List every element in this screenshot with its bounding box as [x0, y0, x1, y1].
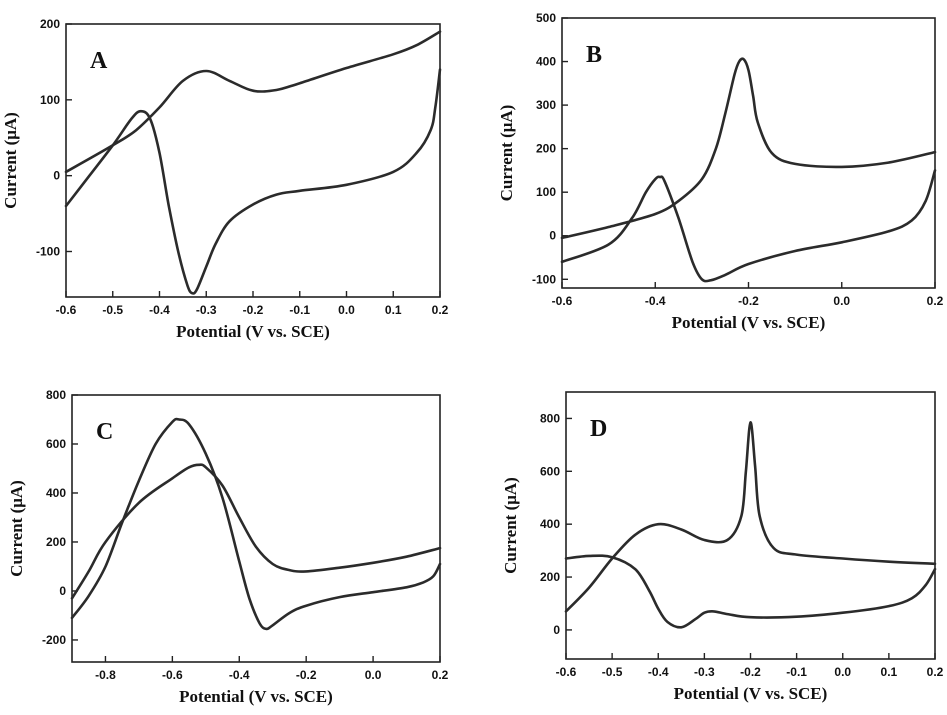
- series-line-1: [70, 417, 442, 631]
- x-tick-label: -0.5: [102, 303, 123, 317]
- y-tick-label: 400: [536, 55, 556, 69]
- x-axis-label: Potential (V vs. SCE): [179, 687, 333, 706]
- y-axis-label: Current (μA): [1, 112, 20, 209]
- x-tick-label: 0.2: [927, 294, 944, 308]
- series-line-2: [560, 57, 937, 240]
- x-tick-label: 0.2: [432, 303, 449, 317]
- plot-frame: [65, 23, 441, 298]
- y-tick-label: 200: [40, 17, 60, 31]
- series-line-2: [64, 30, 442, 174]
- plot-frame: [71, 394, 441, 663]
- y-tick-label: -100: [36, 245, 60, 259]
- y-tick-label: 500: [536, 11, 556, 25]
- y-tick-label: 400: [46, 486, 66, 500]
- x-tick-label: -0.6: [56, 303, 77, 317]
- y-tick-label: 100: [536, 185, 556, 199]
- y-tick-label: 600: [540, 464, 560, 478]
- x-tick-label: -0.2: [296, 668, 317, 682]
- x-tick-label: -0.3: [694, 665, 715, 679]
- panel-label: C: [96, 419, 113, 445]
- series-line-2: [564, 421, 937, 613]
- plot-frame: [565, 391, 936, 660]
- x-tick-label: -0.4: [648, 665, 669, 679]
- panel-a: -0.6 -0.5 -0.4 -0.3 -0.2 -0.1 0.0 0.1 0.2 -100 0 10…: [1, 17, 449, 341]
- y-tick-label: 800: [540, 411, 560, 425]
- y-tick-label: 600: [46, 437, 66, 451]
- panel-d: -0.6 -0.5 -0.4 -0.3 -0.2 -0.1 0.0 0.1 0.2 0 200 400…: [501, 391, 944, 703]
- series-line-1: [564, 554, 937, 629]
- x-tick-label: -0.6: [556, 665, 577, 679]
- x-tick-label: -0.1: [786, 665, 807, 679]
- plot-frame: [561, 17, 936, 289]
- x-tick-label: 0.0: [365, 668, 382, 682]
- x-tick-label: 0.2: [927, 665, 944, 679]
- y-tick-label: 100: [40, 93, 60, 107]
- x-tick-label: -0.6: [552, 294, 573, 308]
- x-tick-label: -0.5: [602, 665, 623, 679]
- x-tick-label: -0.6: [162, 668, 183, 682]
- panel-c: -0.8 -0.6 -0.4 -0.2 0.0 0.2 -200 0 200 400 600 800 C…: [7, 388, 449, 706]
- y-tick-label: 0: [549, 229, 556, 243]
- series-line-2: [70, 463, 442, 600]
- y-tick-label: 0: [53, 169, 60, 183]
- y-tick-label: 200: [540, 570, 560, 584]
- x-tick-label: -0.1: [289, 303, 310, 317]
- x-tick-label: -0.2: [738, 294, 759, 308]
- x-tick-label: -0.4: [645, 294, 666, 308]
- y-axis-label: Current (μA): [497, 105, 516, 202]
- y-tick-label: 200: [46, 535, 66, 549]
- x-tick-label: -0.3: [196, 303, 217, 317]
- y-tick-label: 400: [540, 517, 560, 531]
- y-tick-label: 0: [553, 623, 560, 637]
- y-tick-label: -100: [532, 272, 556, 286]
- y-tick-label: -200: [42, 633, 66, 647]
- panel-label: A: [90, 48, 108, 74]
- x-tick-label: -0.4: [149, 303, 170, 317]
- y-axis-label: Current (μA): [501, 477, 520, 574]
- x-axis-label: Potential (V vs. SCE): [176, 322, 330, 341]
- panel-label: D: [590, 416, 607, 442]
- x-tick-label: 0.1: [385, 303, 402, 317]
- x-tick-label: 0.1: [881, 665, 898, 679]
- x-tick-label: -0.2: [243, 303, 264, 317]
- x-axis-label: Potential (V vs. SCE): [672, 313, 826, 332]
- y-axis-label: Current (μA): [7, 480, 26, 577]
- x-tick-label: -0.2: [740, 665, 761, 679]
- x-tick-label: 0.2: [432, 668, 449, 682]
- y-tick-label: 0: [59, 584, 66, 598]
- panel-label: B: [586, 42, 602, 68]
- x-tick-label: 0.0: [338, 303, 355, 317]
- x-tick-label: 0.0: [833, 294, 850, 308]
- x-tick-label: -0.8: [95, 668, 116, 682]
- y-tick-label: 300: [536, 98, 556, 112]
- y-tick-label: 800: [46, 388, 66, 402]
- x-tick-label: 0.0: [834, 665, 851, 679]
- y-tick-label: 200: [536, 142, 556, 156]
- panel-b: -0.6 -0.4 -0.2 0.0 0.2 -100 0 100 200 300 400 500 B P…: [497, 11, 944, 332]
- x-tick-label: -0.4: [229, 668, 250, 682]
- series-line-1: [560, 169, 937, 283]
- series-line-1: [64, 68, 442, 295]
- x-axis-label: Potential (V vs. SCE): [674, 684, 828, 703]
